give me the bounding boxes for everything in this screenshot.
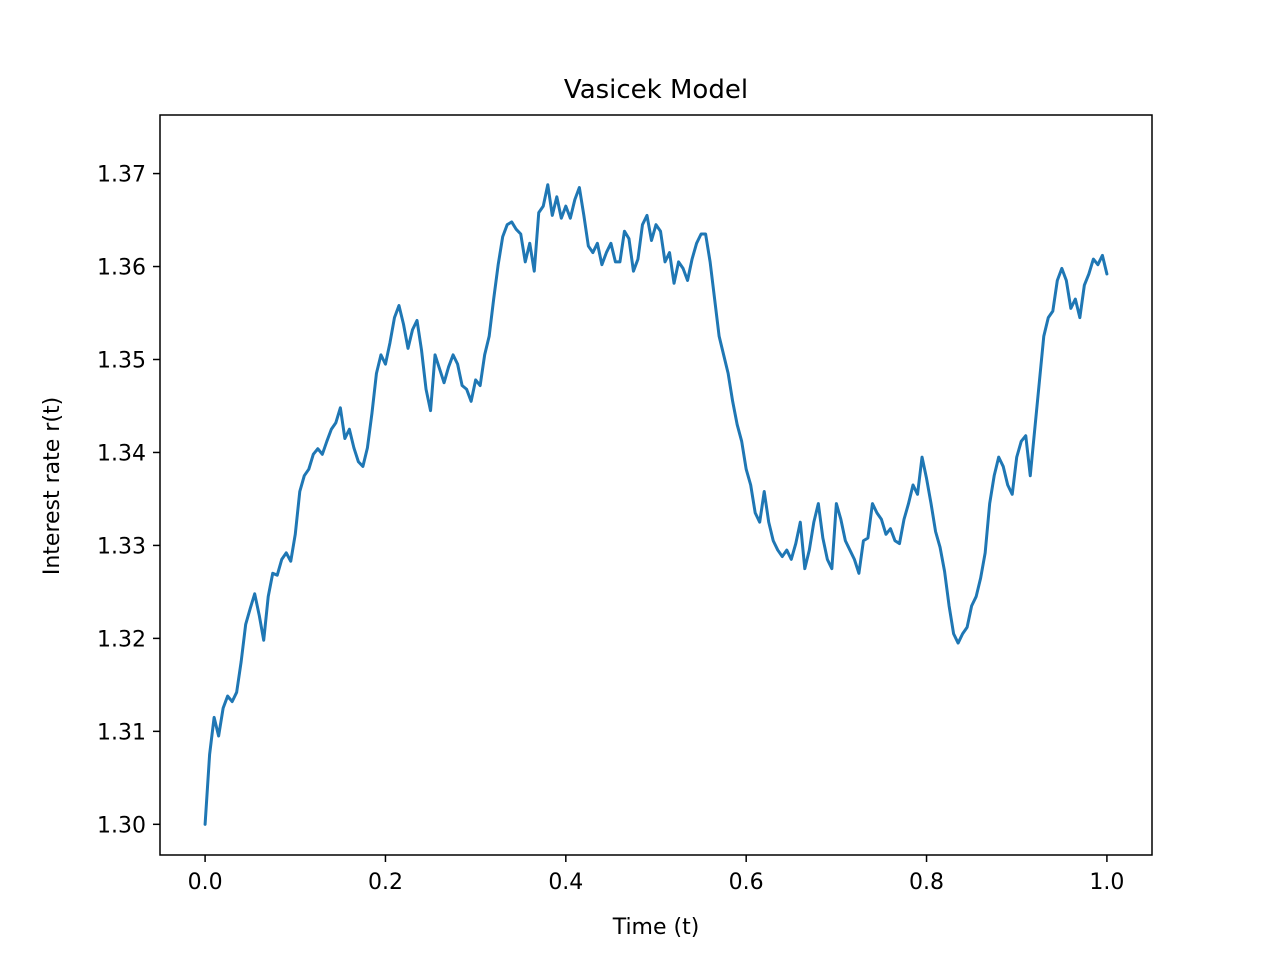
series-line [203,183,1109,826]
x-tick-label: 0.8 [909,870,944,895]
x-tick-label: 0.2 [368,870,403,895]
y-tick-label: 1.31 [97,720,146,745]
y-tick-label: 1.37 [97,163,146,188]
plot-area [203,183,1109,826]
x-axis: 0.0 0.2 0.4 0.6 0.8 1.0 [188,855,1124,895]
y-tick-label: 1.34 [97,441,146,466]
y-tick-label: 1.32 [97,627,146,652]
x-tick-label: 0.0 [188,870,223,895]
x-tick-label: 1.0 [1089,870,1124,895]
y-tick-label: 1.35 [97,348,146,373]
y-tick-label: 1.30 [97,813,146,838]
y-axis-title: Interest rate r(t) [40,397,65,575]
y-tick-label: 1.36 [97,256,146,281]
chart-title: Vasicek Model [564,75,748,105]
y-tick-label: 1.33 [97,534,146,559]
axes-frame [159,114,1153,856]
y-axis: 1.30 1.31 1.32 1.33 1.34 1.35 1.36 1.37 [97,163,160,838]
x-tick-label: 0.6 [729,870,764,895]
x-axis-title: Time (t) [612,915,700,940]
x-tick-label: 0.4 [548,870,583,895]
